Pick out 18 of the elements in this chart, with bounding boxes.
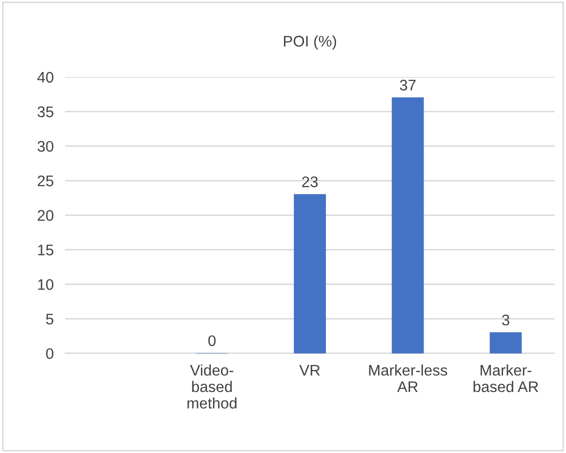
x-tick-label: VR xyxy=(299,365,320,376)
data-label: 37 xyxy=(400,80,416,91)
y-tick-label: 25 xyxy=(38,176,54,186)
data-label: 0 xyxy=(208,335,216,346)
x-tick-label: Video- based method xyxy=(188,364,236,409)
y-tick-label: 0 xyxy=(46,348,54,360)
x-tick-label: Marker- based AR xyxy=(474,364,538,392)
x-tick-label: Marker-less AR xyxy=(369,364,448,392)
y-tick-label: 20 xyxy=(38,210,54,221)
data-label: 3 xyxy=(502,314,510,326)
y-tick-label: 10 xyxy=(38,279,54,290)
y-tick-label: 5 xyxy=(46,314,54,324)
y-tick-label: 30 xyxy=(38,140,54,152)
chart-title: POI (%) xyxy=(284,35,336,50)
data-label: 23 xyxy=(302,176,318,188)
y-tick-label: 40 xyxy=(37,72,54,83)
y-tick-label: 35 xyxy=(38,106,54,118)
y-tick-label: 15 xyxy=(38,244,54,256)
